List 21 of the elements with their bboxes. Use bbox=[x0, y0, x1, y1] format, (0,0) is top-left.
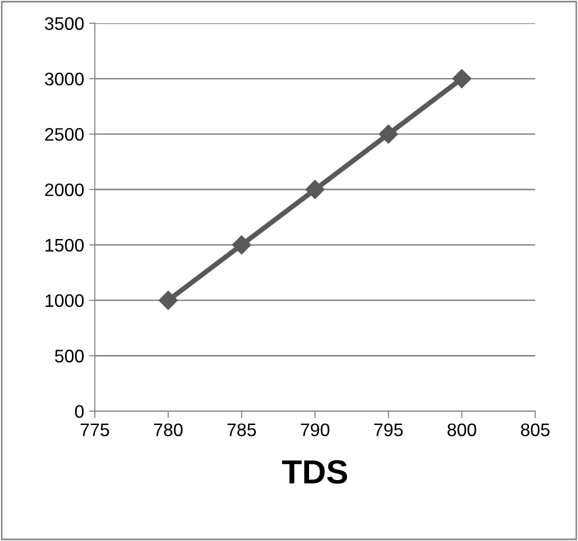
y-tick-label: 0 bbox=[75, 405, 84, 418]
y-tick-label: 2000 bbox=[45, 183, 84, 196]
y-tick-label: 3500 bbox=[44, 17, 84, 30]
point bbox=[232, 235, 252, 254]
y-tick-label: 2500 bbox=[45, 128, 84, 141]
point bbox=[305, 180, 325, 200]
x-tick-label: 785 bbox=[227, 423, 256, 436]
x-axis-title: TDS bbox=[282, 460, 348, 484]
x-tick-label: 800 bbox=[448, 423, 476, 436]
x-tick-label: 790 bbox=[300, 423, 330, 436]
y-tick-label: 3000 bbox=[44, 72, 84, 86]
point bbox=[158, 290, 178, 310]
y-tick-label: 1000 bbox=[46, 294, 84, 308]
x-tick-label: 780 bbox=[154, 423, 183, 436]
y-tick-label: 500 bbox=[54, 350, 84, 362]
x-tick-label: 805 bbox=[520, 423, 550, 436]
point bbox=[378, 124, 398, 144]
x-tick-label: 775 bbox=[80, 424, 110, 436]
x-tick-label: 795 bbox=[374, 423, 403, 436]
y-tick-label: 1500 bbox=[46, 238, 84, 252]
point bbox=[452, 69, 472, 88]
